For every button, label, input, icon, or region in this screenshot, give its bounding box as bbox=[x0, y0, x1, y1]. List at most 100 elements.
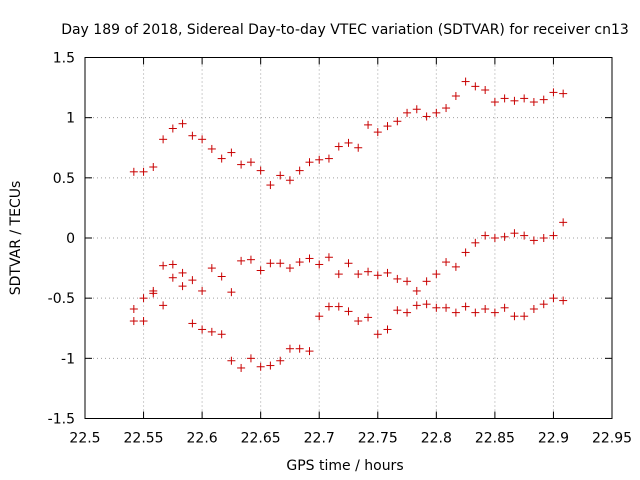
data-point-lower bbox=[559, 296, 568, 305]
data-point-lower bbox=[178, 282, 187, 291]
data-point-lower bbox=[305, 347, 314, 356]
data-point-lower bbox=[188, 319, 197, 328]
data-point-middle bbox=[490, 234, 499, 242]
data-point-middle bbox=[451, 262, 460, 271]
data-point-lower bbox=[364, 313, 373, 322]
data-point-lower bbox=[539, 300, 548, 309]
data-point-upper bbox=[529, 98, 538, 107]
data-point-upper bbox=[276, 171, 285, 180]
data-point-upper bbox=[266, 181, 275, 190]
x-axis-label: GPS time / hours bbox=[286, 458, 403, 474]
data-point-lower bbox=[207, 327, 216, 336]
data-point-upper bbox=[159, 135, 168, 144]
data-point-lower bbox=[334, 302, 343, 311]
data-point-lower bbox=[520, 312, 529, 321]
y-tick-label: -1 bbox=[61, 351, 75, 367]
data-point-upper bbox=[129, 167, 138, 176]
data-point-lower bbox=[442, 303, 451, 312]
data-point-upper bbox=[383, 122, 392, 131]
data-point-middle bbox=[529, 236, 538, 245]
data-point-upper bbox=[461, 77, 470, 86]
data-point-middle bbox=[393, 274, 402, 283]
data-point-middle bbox=[461, 248, 470, 257]
data-point-middle bbox=[207, 264, 216, 273]
data-point-upper bbox=[481, 85, 490, 94]
data-point-middle bbox=[217, 272, 226, 281]
data-point-middle bbox=[344, 259, 353, 268]
y-tick-label: -1.5 bbox=[48, 412, 75, 428]
data-point-lower bbox=[529, 304, 538, 313]
data-point-upper bbox=[559, 89, 568, 98]
data-point-upper bbox=[285, 176, 294, 185]
data-point-lower bbox=[412, 301, 421, 310]
data-point-lower bbox=[490, 308, 499, 317]
data-point-upper bbox=[500, 94, 509, 103]
data-point-middle bbox=[422, 277, 431, 286]
data-point-upper bbox=[442, 104, 451, 113]
data-point-middle bbox=[188, 276, 197, 285]
plot-frame bbox=[84, 57, 613, 419]
data-point-middle bbox=[129, 304, 138, 313]
data-point-middle bbox=[315, 260, 324, 269]
data-point-upper bbox=[344, 138, 353, 147]
data-point-middle bbox=[324, 253, 333, 262]
x-tick-label: 22.75 bbox=[358, 431, 398, 447]
data-point-lower bbox=[324, 302, 333, 311]
data-point-lower bbox=[344, 307, 353, 316]
data-point-middle bbox=[539, 234, 548, 242]
data-point-middle bbox=[412, 286, 421, 295]
data-point-upper bbox=[295, 166, 304, 175]
data-point-lower bbox=[256, 362, 265, 371]
x-tick-label: 22.65 bbox=[241, 431, 281, 447]
data-point-middle bbox=[354, 270, 363, 279]
data-point-upper bbox=[168, 124, 177, 133]
points-layer bbox=[129, 77, 568, 372]
y-axis-label: SDTVAR / TECUs bbox=[8, 181, 24, 296]
data-point-middle bbox=[256, 266, 265, 275]
data-point-upper bbox=[354, 143, 363, 152]
data-point-middle bbox=[168, 273, 177, 282]
data-point-upper bbox=[178, 119, 187, 128]
data-point-lower bbox=[198, 325, 207, 334]
data-point-upper bbox=[549, 88, 558, 97]
y-tick-label: -0.5 bbox=[48, 291, 75, 307]
data-point-middle bbox=[227, 288, 236, 297]
data-point-middle bbox=[373, 271, 382, 280]
data-point-middle bbox=[549, 231, 558, 240]
x-tick-label: 22.85 bbox=[475, 431, 515, 447]
data-point-upper bbox=[149, 163, 158, 172]
data-point-lower bbox=[481, 304, 490, 313]
data-point-upper bbox=[432, 108, 441, 117]
data-point-upper bbox=[334, 142, 343, 151]
data-point-upper bbox=[305, 158, 314, 167]
data-point-upper bbox=[207, 144, 216, 153]
data-point-middle bbox=[159, 261, 168, 270]
data-point-middle bbox=[383, 268, 392, 277]
chart-title: Day 189 of 2018, Sidereal Day-to-day VTE… bbox=[61, 22, 629, 38]
data-point-upper bbox=[403, 108, 412, 117]
data-point-lower bbox=[373, 330, 382, 339]
data-point-lower bbox=[451, 308, 460, 317]
data-point-lower bbox=[422, 300, 431, 309]
data-point-lower bbox=[549, 294, 558, 303]
data-point-lower bbox=[295, 344, 304, 353]
data-point-upper bbox=[139, 167, 148, 176]
data-point-lower bbox=[315, 312, 324, 321]
data-point-middle bbox=[295, 258, 304, 267]
data-point-lower bbox=[139, 317, 148, 326]
data-point-lower bbox=[149, 289, 158, 298]
data-point-middle bbox=[198, 286, 207, 295]
data-point-middle bbox=[266, 259, 275, 268]
data-point-upper bbox=[520, 94, 529, 103]
data-point-lower bbox=[403, 308, 412, 317]
ticks-layer: -1.5 -1 -0.5 0 0.5 1 1.5 22.5 22.55 22.6 22.65 22.7… bbox=[48, 51, 632, 447]
data-point-upper bbox=[539, 95, 548, 104]
data-point-middle bbox=[471, 238, 480, 247]
data-point-upper bbox=[256, 166, 265, 175]
data-point-upper bbox=[364, 120, 373, 129]
data-point-middle bbox=[364, 267, 373, 276]
data-point-middle bbox=[403, 277, 412, 286]
data-point-upper bbox=[393, 117, 402, 126]
data-point-upper bbox=[422, 112, 431, 121]
